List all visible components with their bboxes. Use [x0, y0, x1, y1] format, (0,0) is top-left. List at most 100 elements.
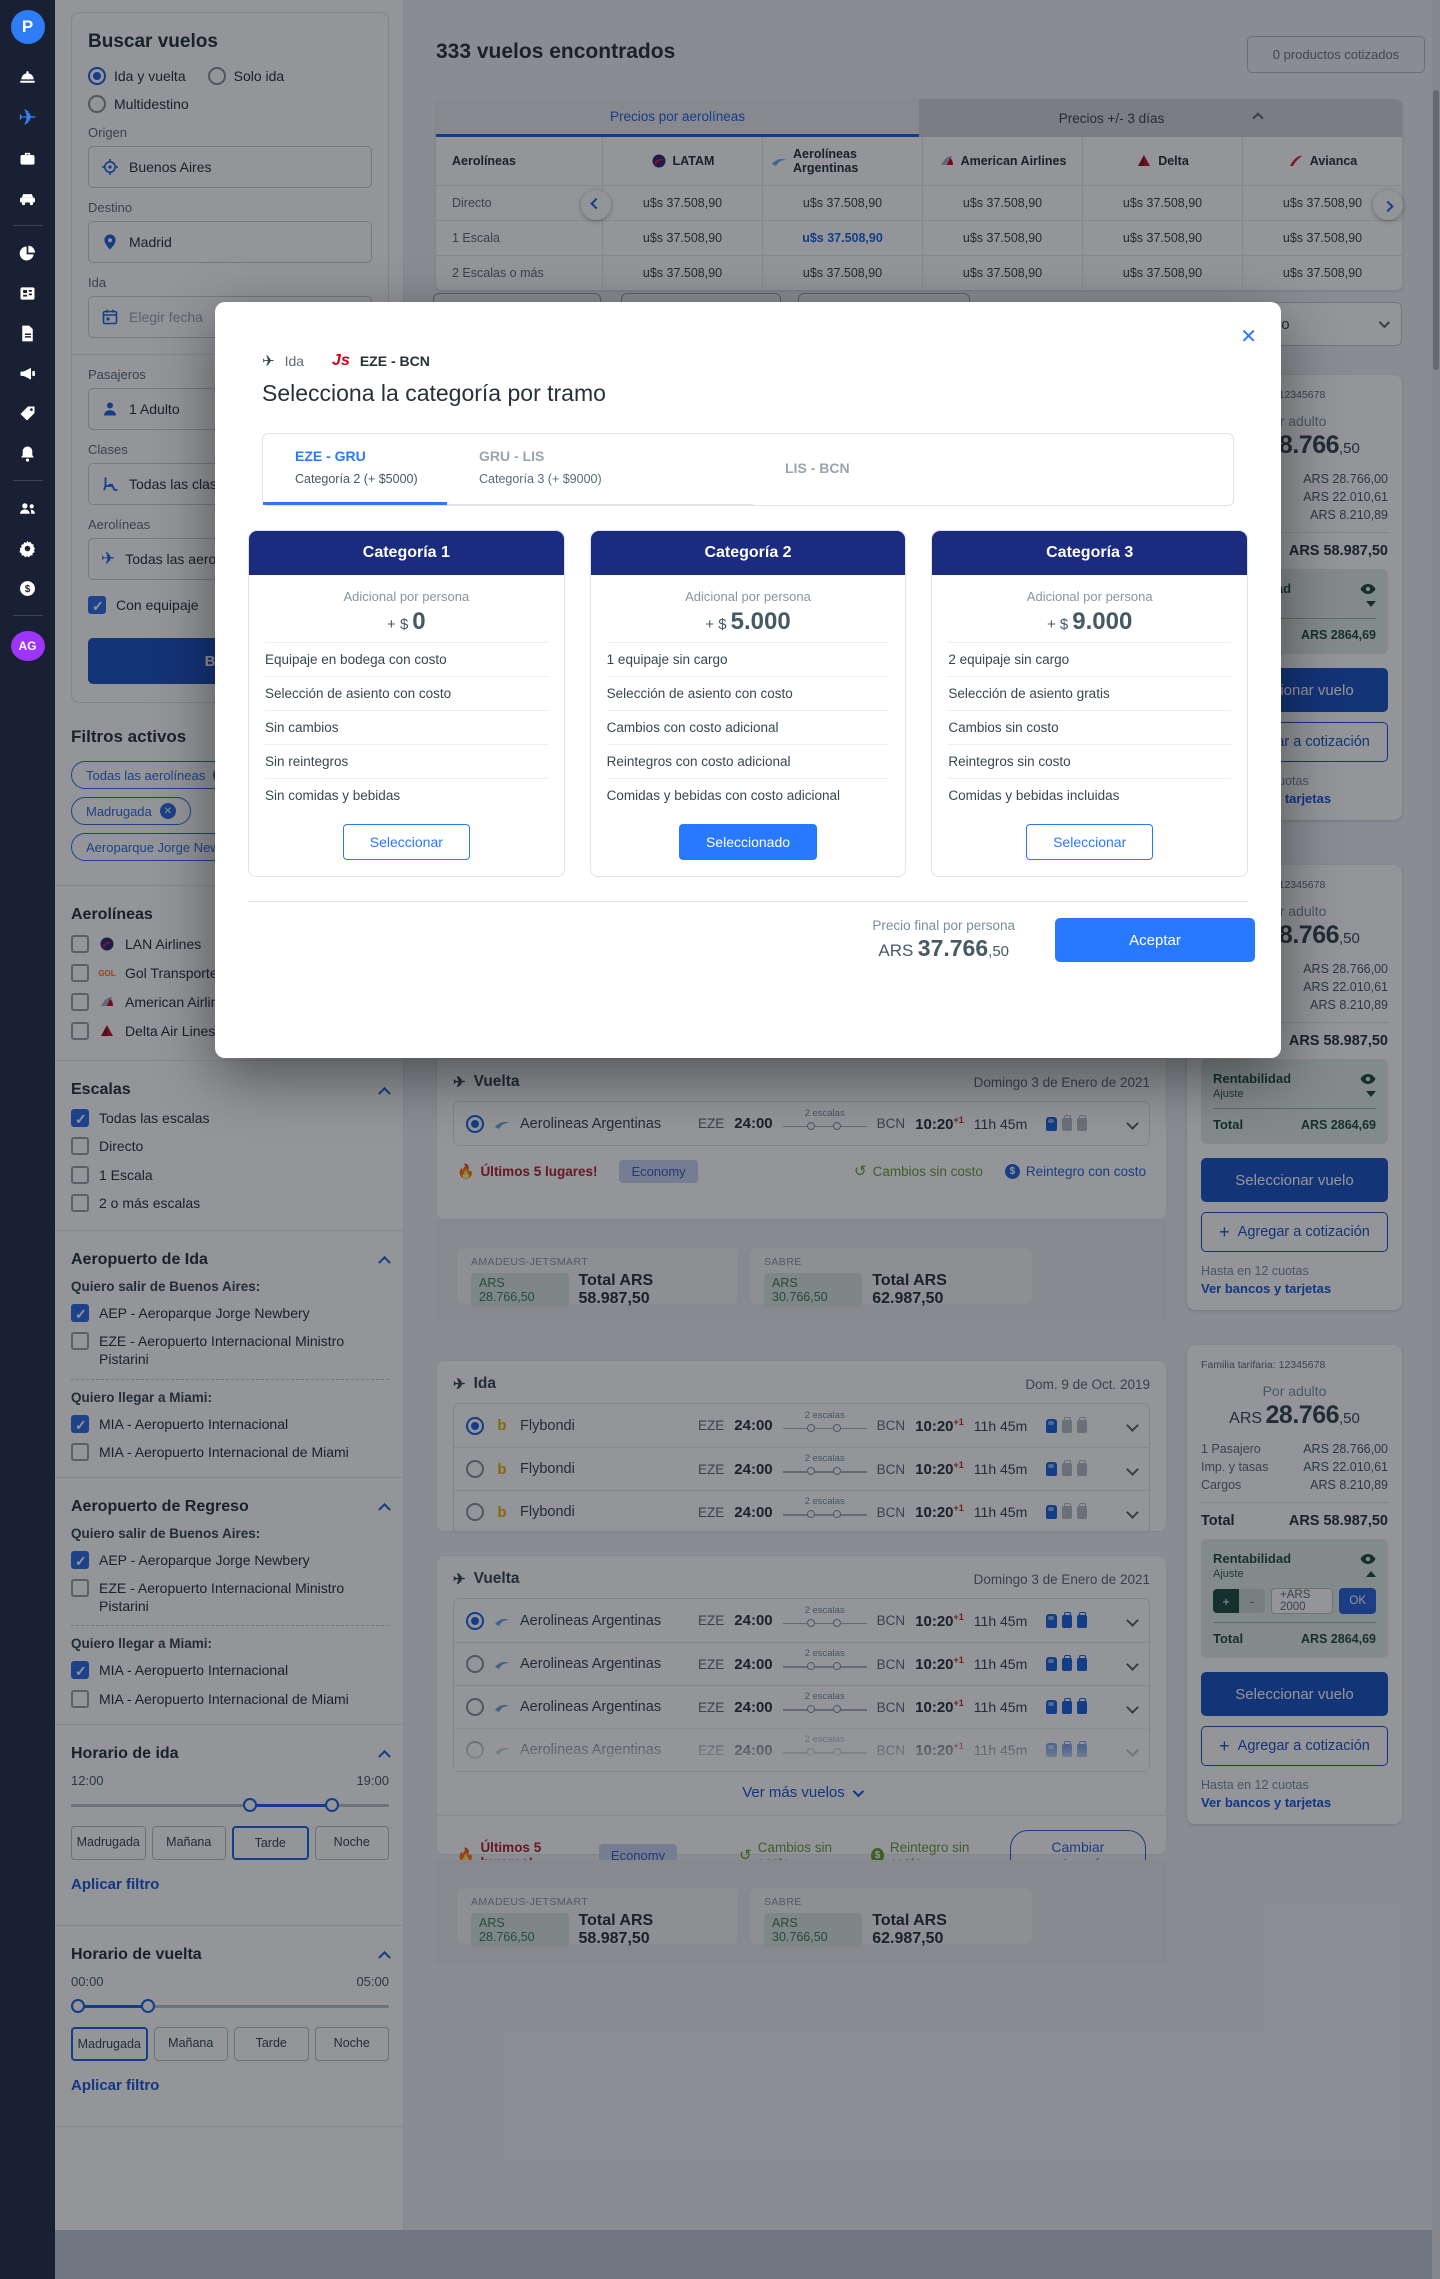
bell-icon[interactable] — [11, 438, 45, 468]
matrix-price-cell[interactable]: u$s 37.508,90 — [762, 255, 922, 290]
fare-source-card[interactable]: SABRE ARS 30.766,50 Total ARS 62.987,50 — [750, 1888, 1032, 1947]
checkbox-icon[interactable] — [71, 1303, 89, 1323]
radio-round-trip[interactable]: Ida y vuelta — [88, 67, 186, 85]
banks-cards-link[interactable]: Ver bancos y tarjetas — [1201, 1795, 1332, 1810]
close-icon[interactable] — [159, 803, 176, 820]
baggage-checkbox-row[interactable]: Con equipaje — [88, 596, 372, 615]
radio-one-way[interactable]: Solo ida — [207, 67, 284, 85]
document-icon[interactable] — [11, 318, 45, 348]
checkbox-icon[interactable] — [71, 935, 89, 954]
departure-time-slider[interactable] — [71, 1797, 389, 1812]
checkbox-icon[interactable] — [71, 1442, 89, 1461]
matrix-price-cell[interactable]: u$s 37.508,90 — [762, 185, 922, 220]
checkbox-icon[interactable] — [71, 1414, 89, 1434]
stops-one-checkbox[interactable]: 1 Escala — [71, 1165, 389, 1184]
dep-madrugada-button[interactable]: Madrugada — [71, 1825, 146, 1860]
matrix-price-cell[interactable]: u$s 37.508,90 — [1242, 255, 1402, 290]
flight-row[interactable]: Aerolineas Argentinas EZE 24:00 2 escalas… — [454, 1642, 1149, 1685]
checkbox-icon[interactable] — [71, 1193, 89, 1212]
checkbox-icon[interactable] — [71, 1550, 89, 1570]
slider-handle[interactable] — [71, 1998, 85, 2013]
accept-button[interactable]: Aceptar — [1055, 918, 1255, 962]
checkbox-icon[interactable] — [71, 1579, 89, 1598]
dep-aep-checkbox[interactable]: AEP - Aeroparque Jorge Newbery — [71, 1303, 389, 1323]
add-to-quote-button[interactable]: Agregar a cotización — [1201, 1212, 1388, 1252]
destination-input[interactable]: Madrid — [88, 221, 372, 263]
cards-icon[interactable] — [11, 278, 45, 308]
flight-row[interactable]: b Flybondi EZE 24:00 2 escalas BCN 10:20+1… — [454, 1490, 1149, 1533]
flight-row[interactable]: Aerolineas Argentinas EZE 24:00 2 escalas… — [454, 1685, 1149, 1728]
page-scrollbar[interactable] — [1432, 0, 1440, 2279]
matrix-price-cell[interactable]: u$s 37.508,90 — [1082, 220, 1242, 255]
dep-noche-button[interactable]: Noche — [314, 1825, 389, 1860]
matrix-price-cell[interactable]: u$s 37.508,90 — [922, 220, 1082, 255]
filter-chip-madrugada[interactable]: Madrugada — [71, 797, 191, 826]
checkbox-icon[interactable] — [71, 1109, 89, 1128]
scrollbar-thumb[interactable] — [1433, 90, 1439, 370]
ret-noche-button[interactable]: Noche — [314, 2026, 389, 2061]
matrix-price-cell-selected[interactable]: u$s 37.508,90 — [762, 220, 922, 255]
airline-checkbox-lan[interactable]: LAN Airlines — [71, 935, 389, 954]
ret-mia2-checkbox[interactable]: MIA - Aeropuerto Internacional de Miami — [71, 1689, 389, 1708]
dollar-icon[interactable]: $ — [11, 573, 45, 603]
checkbox-icon[interactable] — [88, 596, 106, 615]
dep-manana-button[interactable]: Mañana — [151, 1825, 226, 1860]
radio-icon[interactable] — [88, 95, 106, 113]
fare-source-card[interactable]: AMADEUS-JETSMART ARS 28.766,50 Total ARS … — [457, 1248, 737, 1307]
flight-row[interactable]: Aerolineas Argentinas EZE 24:00 2 escalas… — [454, 1102, 1149, 1145]
matrix-price-cell[interactable]: u$s 37.508,90 — [1242, 220, 1402, 255]
stops-direct-checkbox[interactable]: Directo — [71, 1137, 389, 1156]
dep-mia2-checkbox[interactable]: MIA - Aeropuerto Internacional de Miami — [71, 1442, 389, 1461]
return-time-slider[interactable] — [71, 1998, 389, 2013]
matrix-price-cell[interactable]: u$s 37.508,90 — [602, 220, 762, 255]
matrix-price-cell[interactable]: u$s 37.508,90 — [1082, 255, 1242, 290]
select-category-2-button[interactable]: Seleccionado — [678, 824, 818, 860]
see-more-flights-link[interactable]: Ver más vuelos — [453, 1772, 1150, 1805]
matrix-next-arrow[interactable] — [1373, 190, 1403, 220]
radio-multi-destination[interactable]: Multidestino — [88, 95, 189, 113]
flight-radio[interactable] — [466, 1460, 484, 1478]
checkbox-icon[interactable] — [71, 1661, 89, 1681]
banks-cards-link[interactable]: Ver bancos y tarjetas — [1201, 1281, 1332, 1296]
flight-row[interactable]: b Flybondi EZE 24:00 2 escalas BCN 10:20+1… — [454, 1404, 1149, 1447]
adjust-input[interactable]: +ARS 2000 — [1271, 1588, 1334, 1614]
flight-radio[interactable] — [466, 1503, 484, 1521]
close-icon[interactable] — [1240, 324, 1257, 349]
flights-icon[interactable]: ✈ — [18, 105, 37, 130]
add-to-quote-button[interactable]: Agregar a cotización — [1201, 1726, 1388, 1766]
slider-handle[interactable] — [242, 1797, 257, 1812]
checkbox-icon[interactable] — [71, 1165, 89, 1184]
luggage-icon[interactable] — [11, 143, 45, 173]
dep-eze-checkbox[interactable]: EZE - Aeropuerto Internacional Ministro … — [71, 1332, 389, 1368]
ret-apply-filter-link[interactable]: Aplicar filtro — [71, 2076, 160, 2094]
caret-down-icon[interactable] — [1366, 601, 1376, 607]
matrix-prev-arrow[interactable] — [581, 190, 611, 220]
flight-radio[interactable] — [466, 1611, 484, 1630]
checkbox-icon[interactable] — [71, 993, 89, 1012]
tab-lis-bcn[interactable]: LIS - BCN — [785, 460, 850, 476]
airline-checkbox-delta[interactable]: Delta Air Lines — [71, 1022, 389, 1041]
flight-row[interactable]: Aerolineas Argentinas EZE 24:00 2 escalas… — [454, 1599, 1149, 1642]
eye-icon[interactable] — [1360, 583, 1376, 595]
origin-input[interactable]: Buenos Aires — [88, 146, 372, 188]
decrease-button[interactable]: - — [1239, 1589, 1265, 1613]
tab-eze-gru[interactable]: EZE - GRU Categoría 2 (+ $5000) — [263, 434, 447, 505]
user-avatar[interactable]: AG — [10, 631, 45, 661]
eye-icon[interactable] — [1360, 1073, 1376, 1085]
ok-button[interactable]: OK — [1339, 1588, 1376, 1614]
fare-source-card[interactable]: SABRE ARS 30.766,50 Total ARS 62.987,50 — [750, 1248, 1032, 1307]
slider-handle[interactable] — [140, 1998, 155, 2013]
megaphone-icon[interactable] — [11, 358, 45, 388]
checkbox-icon[interactable] — [71, 1137, 89, 1156]
matrix-price-cell[interactable]: u$s 37.508,90 — [922, 255, 1082, 290]
airline-checkbox-american[interactable]: American Airlines — [71, 993, 389, 1012]
ret-eze-checkbox[interactable]: EZE - Aeropuerto Internacional Ministro … — [71, 1579, 389, 1615]
tab-prices-3-days[interactable]: Precios +/- 3 días — [919, 99, 1402, 137]
tab-prices-by-airline[interactable]: Precios por aerolíneas — [436, 99, 919, 137]
ret-aep-checkbox[interactable]: AEP - Aeroparque Jorge Newbery — [71, 1550, 389, 1570]
stops-all-checkbox[interactable]: Todas las escalas — [71, 1109, 389, 1128]
select-category-1-button[interactable]: Seleccionar — [342, 824, 470, 860]
ret-manana-button[interactable]: Mañana — [153, 2026, 228, 2061]
tag-icon[interactable] — [11, 398, 45, 428]
select-category-3-button[interactable]: Seleccionar — [1026, 824, 1154, 860]
